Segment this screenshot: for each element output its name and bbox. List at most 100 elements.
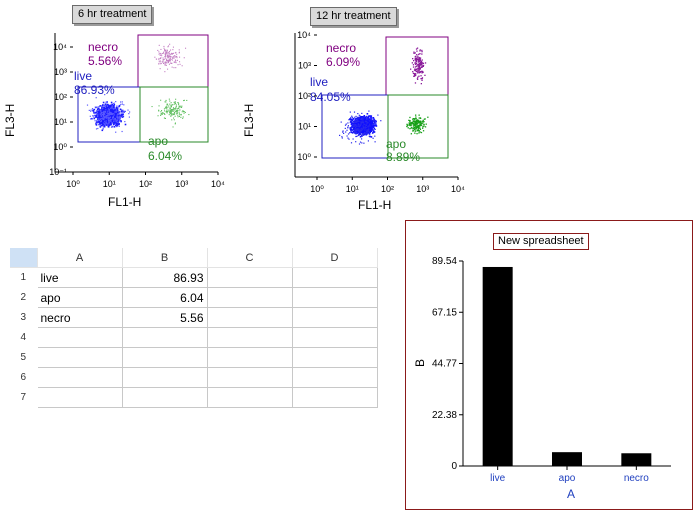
event-dot [364,131,366,134]
event-dot [162,60,164,62]
bar-apo[interactable] [552,452,582,466]
event-dot [415,128,417,130]
x-tick-label: necro [624,473,649,484]
cell-a[interactable] [37,387,123,408]
cell-b[interactable] [122,327,208,348]
event-dot [121,101,123,103]
cell-a[interactable] [37,327,123,348]
row-header[interactable]: 4 [10,327,38,348]
event-dot [414,75,416,77]
cell-d[interactable] [292,327,378,348]
event-dot [371,124,373,127]
cell-a[interactable]: apo [37,287,123,308]
column-header-d[interactable]: D [292,248,378,268]
event-dot [107,110,109,112]
event-dot [369,125,371,127]
cell-b[interactable]: 5.56 [122,307,208,328]
cell-d[interactable] [292,347,378,368]
cell-c[interactable] [207,387,293,408]
cell-c[interactable] [207,307,293,328]
event-dot [342,131,344,133]
event-dot [416,126,418,128]
event-dot [86,104,89,106]
event-dot [420,124,423,126]
event-dot [158,53,160,55]
column-header-c[interactable]: C [207,248,293,268]
event-dot [347,137,349,139]
event-dot [109,116,111,118]
row-header[interactable]: 5 [10,347,38,368]
cell-b[interactable] [122,347,208,368]
event-dot [105,122,108,124]
event-dot [373,120,376,122]
sheet-row: 6 [10,367,378,388]
event-dot [415,120,417,123]
row-header[interactable]: 3 [10,307,38,328]
cell-a[interactable] [37,367,123,388]
event-dot [111,115,114,117]
apo-gate[interactable] [387,94,449,159]
event-dot [115,114,117,117]
event-dot [412,71,414,73]
cell-c[interactable] [207,367,293,388]
event-dot [122,113,124,115]
cell-a[interactable] [37,347,123,368]
live-gate-label: live [310,75,328,89]
event-dot [110,120,112,122]
apo-gate[interactable] [139,86,209,143]
cell-d[interactable] [292,367,378,388]
necro-gate[interactable] [137,34,209,88]
event-dot [94,114,96,117]
cell-b[interactable] [122,367,208,388]
cell-d[interactable] [292,387,378,408]
row-header[interactable]: 2 [10,287,38,308]
cell-c[interactable] [207,327,293,348]
event-dot [102,127,104,129]
event-dot [173,67,175,69]
select-all-corner[interactable] [10,248,38,268]
event-dot [418,114,420,116]
spreadsheet-grid[interactable]: A B C D 1 live 86.93 2 apo 6.04 3 necro 5.56 4 5 6 7 [10,248,380,408]
cell-a[interactable]: necro [37,307,123,328]
event-dot [165,51,167,53]
event-dot [417,125,419,127]
event-dot [418,68,420,70]
row-header[interactable]: 6 [10,367,38,388]
event-dot [164,56,166,58]
bar-necro[interactable] [621,453,652,466]
column-header-a[interactable]: A [37,248,123,268]
event-dot [171,52,173,54]
bar-chart-panel[interactable]: New spreadsheet 0 22.38 44.77 67.15 89.54 li… [405,220,693,510]
event-dot [162,112,164,114]
y-tick-label: 10⁴ [53,42,67,52]
event-dot [420,66,422,69]
event-dot [109,113,111,115]
event-dot [175,113,177,115]
cell-d[interactable] [292,287,378,308]
cell-c[interactable] [207,267,293,288]
row-header[interactable]: 7 [10,387,38,408]
cell-b[interactable]: 6.04 [122,287,208,308]
event-dot [419,121,421,123]
column-header-b[interactable]: B [122,248,208,268]
event-dot [352,132,355,134]
cell-d[interactable] [292,307,378,328]
event-dot [173,119,175,121]
bar-live[interactable] [482,266,513,466]
event-dot [366,127,368,129]
event-dot [94,106,96,108]
event-dot [114,123,116,125]
event-dot [97,120,100,122]
cell-b[interactable] [122,387,208,408]
event-dot [418,65,420,67]
cell-b[interactable]: 86.93 [122,267,208,288]
event-dot [356,125,358,127]
cell-c[interactable] [207,287,293,308]
event-dot [355,125,357,128]
row-header[interactable]: 1 [10,267,38,288]
cell-a[interactable]: live [37,267,123,288]
cell-c[interactable] [207,347,293,368]
event-dot [113,114,115,116]
cell-d[interactable] [292,267,378,288]
chart-title[interactable]: New spreadsheet [493,233,589,250]
